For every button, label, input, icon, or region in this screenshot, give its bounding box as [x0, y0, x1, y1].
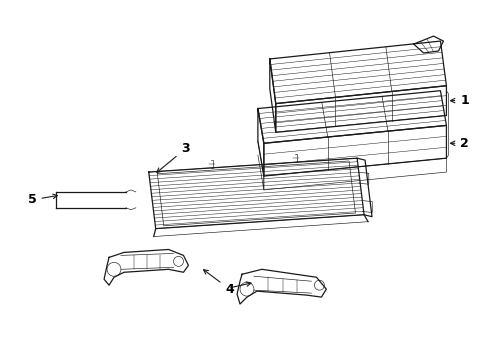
Text: 1: 1	[449, 94, 468, 107]
Text: 4: 4	[203, 270, 233, 296]
Text: 2: 2	[449, 137, 468, 150]
Text: 5: 5	[28, 193, 58, 206]
Text: 3: 3	[157, 142, 189, 172]
